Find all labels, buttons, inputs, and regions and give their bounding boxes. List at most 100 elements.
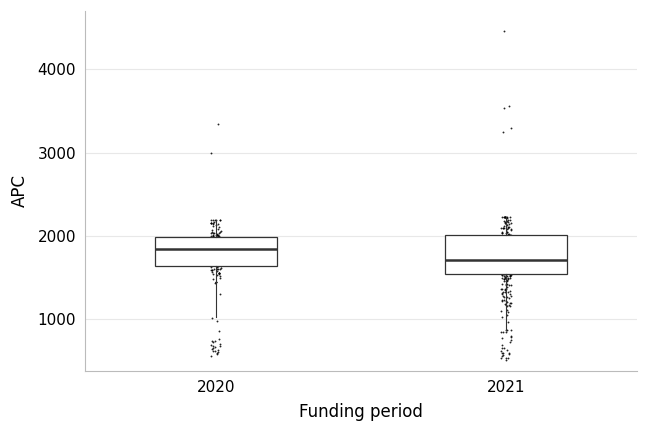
Point bbox=[502, 276, 512, 283]
Point bbox=[502, 229, 513, 236]
Point bbox=[498, 233, 509, 240]
Point bbox=[500, 288, 510, 295]
Point bbox=[505, 225, 516, 232]
Point bbox=[214, 270, 224, 276]
Point bbox=[214, 273, 225, 280]
Point bbox=[207, 216, 218, 223]
Point bbox=[500, 233, 511, 240]
Point bbox=[498, 238, 509, 245]
Point bbox=[504, 269, 515, 276]
Point bbox=[500, 245, 511, 251]
Point bbox=[499, 254, 509, 261]
Point bbox=[504, 351, 515, 358]
Point bbox=[498, 272, 509, 279]
Point bbox=[213, 249, 224, 256]
Point bbox=[500, 219, 511, 226]
Point bbox=[215, 251, 226, 257]
Point bbox=[206, 243, 216, 250]
Point bbox=[496, 271, 507, 278]
Point bbox=[505, 333, 516, 340]
Point bbox=[505, 269, 516, 276]
Point bbox=[208, 259, 218, 266]
Point bbox=[502, 266, 512, 273]
Point bbox=[505, 265, 516, 272]
Point bbox=[505, 257, 516, 264]
Point bbox=[496, 229, 507, 236]
Point bbox=[208, 276, 218, 283]
Point bbox=[499, 260, 509, 267]
Point bbox=[500, 245, 510, 252]
Point bbox=[500, 326, 511, 333]
Point bbox=[505, 219, 516, 226]
Point bbox=[504, 288, 515, 295]
Point bbox=[214, 240, 225, 247]
Point bbox=[206, 229, 216, 236]
Point bbox=[216, 264, 226, 271]
Point bbox=[213, 254, 224, 260]
Point bbox=[209, 337, 220, 344]
Point bbox=[501, 235, 511, 241]
Point bbox=[499, 250, 509, 257]
Point bbox=[212, 245, 222, 251]
Point bbox=[205, 219, 216, 226]
Point bbox=[211, 216, 222, 223]
Point bbox=[499, 28, 509, 35]
Point bbox=[498, 237, 508, 244]
Point bbox=[214, 250, 224, 257]
Point bbox=[206, 238, 216, 245]
Point bbox=[208, 259, 218, 266]
Point bbox=[209, 259, 219, 266]
Point bbox=[215, 242, 226, 249]
Point bbox=[505, 300, 516, 307]
Point bbox=[502, 238, 513, 245]
Point bbox=[497, 290, 507, 297]
Point bbox=[496, 353, 507, 360]
Point bbox=[209, 241, 220, 248]
Point bbox=[214, 235, 224, 241]
Point bbox=[502, 263, 512, 270]
Point bbox=[498, 225, 508, 232]
Bar bbox=[445, 235, 567, 273]
Point bbox=[208, 348, 218, 355]
Point bbox=[206, 352, 216, 359]
Point bbox=[215, 235, 226, 242]
Point bbox=[208, 240, 218, 247]
Point bbox=[210, 240, 220, 247]
Point bbox=[498, 267, 508, 273]
Point bbox=[209, 266, 219, 273]
Point bbox=[210, 256, 220, 263]
Point bbox=[211, 246, 221, 253]
Point bbox=[503, 289, 513, 295]
Point bbox=[497, 271, 507, 278]
Point bbox=[213, 220, 224, 227]
Point bbox=[505, 248, 515, 255]
Point bbox=[502, 266, 512, 273]
Point bbox=[206, 240, 216, 247]
Point bbox=[501, 251, 511, 258]
Point bbox=[501, 280, 511, 287]
Point bbox=[505, 264, 515, 271]
Point bbox=[506, 326, 516, 333]
Point bbox=[207, 346, 217, 353]
Point bbox=[499, 297, 509, 304]
Point bbox=[211, 241, 221, 248]
Point bbox=[216, 228, 226, 235]
Point bbox=[496, 281, 507, 288]
Point bbox=[498, 345, 509, 352]
Point bbox=[498, 269, 509, 276]
Point bbox=[209, 251, 219, 258]
Point bbox=[496, 268, 507, 275]
Point bbox=[505, 272, 515, 279]
Point bbox=[503, 264, 513, 271]
Point bbox=[505, 271, 516, 278]
Point bbox=[497, 254, 507, 261]
Point bbox=[501, 242, 511, 249]
Point bbox=[505, 290, 515, 297]
Point bbox=[498, 292, 509, 299]
Point bbox=[497, 239, 507, 246]
Point bbox=[211, 248, 221, 255]
Point bbox=[497, 341, 507, 348]
Point bbox=[502, 216, 513, 223]
Point bbox=[215, 216, 226, 223]
Point bbox=[209, 247, 219, 254]
